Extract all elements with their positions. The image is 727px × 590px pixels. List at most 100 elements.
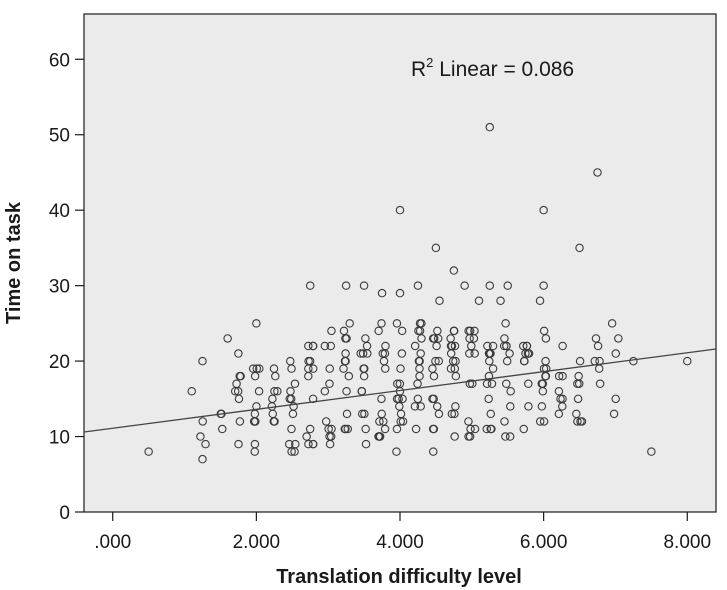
data-point [377, 288, 387, 298]
data-point [340, 424, 350, 434]
y-axis-title: Time on task [3, 201, 25, 324]
data-point [524, 402, 533, 411]
data-point [521, 349, 530, 358]
data-point [465, 379, 475, 388]
data-point [291, 439, 300, 449]
data-point [415, 364, 424, 373]
data-point [410, 402, 420, 411]
data-point [377, 319, 386, 328]
data-point [196, 432, 205, 441]
data-point [381, 341, 390, 351]
data-point [460, 281, 469, 290]
data-point [255, 364, 264, 373]
data-point [434, 356, 444, 366]
data-point [591, 334, 601, 343]
data-point [395, 288, 405, 298]
data-point [502, 341, 511, 351]
data-point [470, 326, 479, 336]
data-point [361, 424, 370, 434]
data-point [416, 402, 425, 411]
data-point [488, 364, 498, 373]
data-point [683, 356, 692, 366]
data-point [575, 243, 584, 253]
x-tick-label: 6.000 [520, 532, 568, 553]
fit-line [83, 348, 717, 433]
data-point [288, 409, 298, 419]
data-point [325, 432, 334, 441]
data-point [500, 417, 509, 426]
data-point [377, 409, 386, 419]
x-tick-label: 4.000 [376, 532, 424, 553]
data-point [450, 409, 459, 419]
data-point [537, 402, 547, 411]
x-tick-label: 8.000 [663, 532, 711, 553]
data-point [434, 409, 444, 419]
data-point [554, 371, 564, 381]
data-point [392, 447, 401, 456]
data-point [558, 371, 567, 381]
data-point [344, 371, 354, 381]
data-point [342, 409, 352, 419]
data-point [433, 326, 442, 336]
data-point [268, 394, 277, 404]
r2-annotation: R2 Linear = 0.086 [411, 55, 574, 81]
data-point [449, 326, 459, 336]
data-point [254, 387, 264, 396]
data-point [235, 417, 245, 426]
data-point [320, 387, 330, 396]
data-point [271, 371, 280, 381]
data-point [539, 417, 549, 426]
data-point [464, 417, 473, 426]
data-point [484, 394, 493, 404]
data-point [485, 356, 494, 366]
data-point [410, 341, 420, 351]
data-point [198, 454, 207, 464]
data-point [450, 432, 459, 441]
data-point [252, 402, 261, 411]
data-point [502, 356, 512, 366]
data-point [428, 394, 437, 404]
data-point [198, 417, 207, 426]
data-point [144, 447, 153, 456]
data-point [309, 364, 318, 373]
data-point [647, 447, 656, 456]
y-tick-label: 20 [49, 352, 70, 373]
data-point [304, 341, 313, 351]
data-point [270, 387, 279, 396]
data-point [465, 326, 475, 336]
data-point [252, 319, 261, 328]
data-point [501, 319, 510, 328]
data-point [483, 341, 492, 351]
data-point [234, 349, 243, 358]
data-point [467, 379, 477, 388]
data-point [573, 394, 583, 404]
data-point [488, 341, 498, 351]
data-point [484, 371, 494, 381]
y-tick-label: 40 [49, 201, 70, 222]
data-point [435, 296, 444, 305]
data-point [482, 379, 492, 388]
data-point [611, 394, 620, 404]
data-point [539, 326, 549, 336]
data-point [287, 424, 296, 434]
data-point [325, 364, 334, 373]
data-point [356, 349, 365, 358]
data-point [535, 296, 545, 305]
data-points [144, 122, 692, 464]
data-point [302, 432, 311, 441]
y-tick-label: 10 [49, 428, 70, 449]
data-point [379, 356, 389, 366]
data-point [448, 356, 458, 366]
data-point [357, 409, 367, 419]
data-point [198, 356, 207, 366]
y-tick-label: 30 [49, 277, 70, 298]
data-point [252, 364, 262, 373]
data-point [413, 394, 423, 404]
data-point [446, 341, 456, 351]
data-point [447, 409, 457, 419]
data-point [358, 349, 368, 358]
data-point [375, 417, 384, 426]
data-point [341, 356, 350, 366]
data-point [397, 349, 407, 358]
